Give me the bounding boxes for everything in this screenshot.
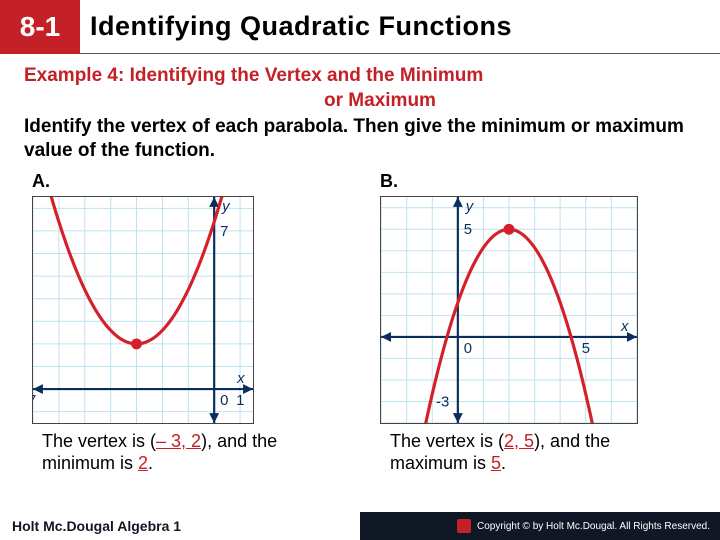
answer-a-mid: ), and the: [201, 431, 277, 451]
footer-bar: Holt Mc.Dougal Algebra 1 Copyright © by …: [0, 512, 720, 540]
svg-text:-3: -3: [436, 394, 449, 410]
answer-a-vertex: – 3, 2: [156, 431, 201, 451]
answer-a-post: .: [148, 453, 153, 473]
example-heading: Example 4: Identifying the Vertex and th…: [24, 64, 696, 113]
instruction-text: Identify the vertex of each parabola. Th…: [24, 115, 696, 163]
answer-b-post: .: [501, 453, 506, 473]
answer-a: The vertex is (– 3, 2), and the minimum …: [32, 430, 340, 475]
example-b-label: B.: [380, 171, 688, 192]
graph-b: 0 5 -3 5 x y: [380, 196, 638, 424]
svg-text:-7: -7: [32, 393, 36, 409]
footer-left-text: Holt Mc.Dougal Algebra 1: [0, 518, 181, 534]
section-badge: 8-1: [0, 0, 80, 54]
header-bar: 8-1 Identifying Quadratic Functions: [0, 0, 720, 54]
answer-b-extreme: maximum is: [390, 453, 491, 473]
svg-text:7: 7: [220, 224, 228, 240]
example-a: A. -7 01 7 x y The vertex is (– 3, 2), and t…: [32, 171, 340, 475]
examples-row: A. -7017xy The vertex is (– 3, 2), and t…: [24, 171, 696, 475]
example-title-line1: Example 4: Identifying the Vertex and th…: [24, 65, 483, 86]
answer-a-value: 2: [138, 453, 148, 473]
svg-text:0: 0: [220, 393, 228, 409]
svg-text:5: 5: [582, 341, 590, 357]
example-a-label: A.: [32, 171, 340, 192]
svg-text:5: 5: [464, 222, 472, 238]
svg-text:x: x: [620, 319, 629, 335]
page-title: Identifying Quadratic Functions: [90, 11, 512, 42]
svg-text:y: y: [221, 199, 231, 215]
answer-a-extreme: minimum is: [42, 453, 138, 473]
svg-text:1: 1: [236, 393, 244, 409]
svg-text:x: x: [236, 371, 245, 387]
footer-right: Copyright © by Holt Mc.Dougal. All Right…: [441, 512, 720, 540]
answer-b: The vertex is (2, 5), and the maximum is…: [380, 430, 688, 475]
svg-text:0: 0: [464, 341, 472, 357]
answer-b-value: 5: [491, 453, 501, 473]
example-title-line2: or Maximum: [24, 89, 696, 114]
answer-a-pre: The vertex is (: [42, 431, 156, 451]
graph-a: -7 01 7 x y: [32, 196, 254, 424]
example-b: B. 0 5 -3 5 x y The vertex is (2, 5), and the…: [380, 171, 688, 475]
copyright-text: Copyright © by Holt Mc.Dougal. All Right…: [477, 521, 710, 532]
content-area: Example 4: Identifying the Vertex and th…: [0, 54, 720, 475]
publisher-logo-icon: [457, 519, 471, 533]
answer-b-pre: The vertex is (: [390, 431, 504, 451]
svg-text:y: y: [465, 199, 475, 215]
answer-b-mid: ), and the: [534, 431, 610, 451]
answer-b-vertex: 2, 5: [504, 431, 534, 451]
